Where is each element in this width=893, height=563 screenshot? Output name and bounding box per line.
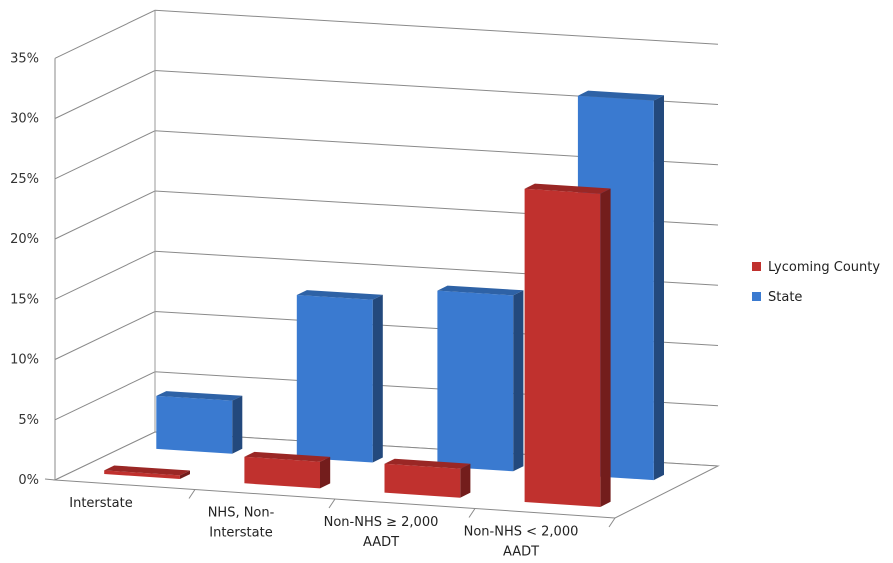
y-tick-label: 30%: [10, 112, 39, 127]
legend: Lycoming County State: [752, 260, 880, 305]
gridlines: [54, 9, 719, 481]
floor-tick: [468, 508, 476, 518]
chart-walls: [55, 10, 155, 481]
bar-front-face: [156, 395, 233, 454]
floor-tick: [608, 517, 616, 528]
bar-state-1: [156, 391, 243, 454]
x-tick-label-line: NHS, Non-: [208, 505, 275, 520]
x-tick-label-line: AADT: [363, 535, 399, 550]
floor-tick: [328, 498, 336, 509]
x-axis-tick-labels: Interstate NHS, Non- Interstate Non-NHS ≥ 2…: [69, 496, 578, 560]
floor-tick: [188, 489, 196, 499]
bar-top-face: [577, 90, 664, 101]
bar-lycoming-county-2: [244, 451, 331, 489]
bar-front-face: [524, 188, 601, 507]
y-axis-tick-labels: 0% 5% 10% 15% 20% 25% 30% 35%: [10, 51, 39, 488]
x-tick-label-line: Interstate: [69, 496, 132, 511]
y-tick-label: 15%: [10, 292, 39, 307]
bar-top-face: [244, 451, 331, 462]
y-tick-label: 10%: [10, 353, 39, 368]
bar-state-2: [296, 290, 383, 463]
bar-front-face: [244, 456, 320, 489]
legend-label: State: [768, 290, 802, 305]
y-tick-label: 20%: [10, 232, 39, 247]
x-tick-label: Non-NHS < 2,000 AADT: [464, 524, 579, 559]
x-tick-label: NHS, Non- Interstate: [208, 505, 275, 540]
bar-side-face: [653, 95, 664, 481]
bar-lycoming-county-3: [384, 458, 471, 498]
bar-side-face: [179, 470, 190, 479]
bar-front-face: [104, 470, 180, 479]
bar-side-face: [600, 188, 611, 507]
bar-side-face: [320, 456, 331, 489]
bar-lycoming-county-1: [104, 465, 190, 479]
legend-swatch: [752, 262, 761, 271]
y-tick-label: 0%: [18, 473, 39, 488]
bar-lycoming-county-4: [524, 183, 611, 507]
x-tick-label: Interstate: [69, 496, 132, 511]
bar-state-3: [437, 285, 524, 472]
bar-front-face: [437, 290, 514, 472]
bar-front-face: [296, 295, 373, 463]
y-tick-label: 5%: [18, 413, 39, 428]
bar-top-face: [104, 465, 190, 476]
x-tick-label: Non-NHS ≥ 2,000 AADT: [324, 515, 439, 550]
floor-tick: [44, 478, 56, 481]
bar-top-face: [384, 458, 471, 469]
bar-side-face: [460, 463, 471, 498]
bar-top-face: [437, 285, 524, 296]
side-wall: [55, 10, 155, 481]
bar-side-face: [513, 290, 524, 472]
bar-front-face: [384, 463, 461, 498]
x-tick-label-line: Non-NHS ≥ 2,000: [324, 515, 439, 530]
x-tick-label-line: Non-NHS < 2,000: [464, 524, 579, 539]
legend-swatch: [752, 292, 761, 301]
legend-label: Lycoming County: [768, 260, 880, 275]
bar-side-face: [372, 294, 383, 463]
bars: [104, 90, 664, 507]
x-tick-label-line: AADT: [503, 544, 539, 559]
bar-top-face: [296, 290, 383, 300]
bar-side-face: [232, 395, 243, 454]
bar-top-face: [156, 391, 243, 401]
bar-top-face: [524, 183, 611, 194]
x-tick-label-line: Interstate: [209, 525, 272, 540]
y-tick-label: 35%: [10, 51, 39, 66]
y-tick-label: 25%: [10, 172, 39, 187]
